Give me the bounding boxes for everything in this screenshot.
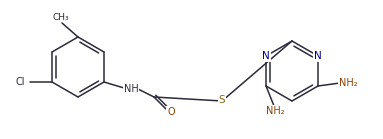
Text: NH: NH xyxy=(124,84,138,94)
Text: N: N xyxy=(262,51,270,61)
Text: O: O xyxy=(167,107,175,117)
Text: NH₂: NH₂ xyxy=(266,106,284,116)
Text: Cl: Cl xyxy=(16,77,25,87)
Text: CH₃: CH₃ xyxy=(53,13,69,22)
Text: S: S xyxy=(219,95,225,105)
Text: NH₂: NH₂ xyxy=(339,78,357,88)
Text: N: N xyxy=(314,51,322,61)
